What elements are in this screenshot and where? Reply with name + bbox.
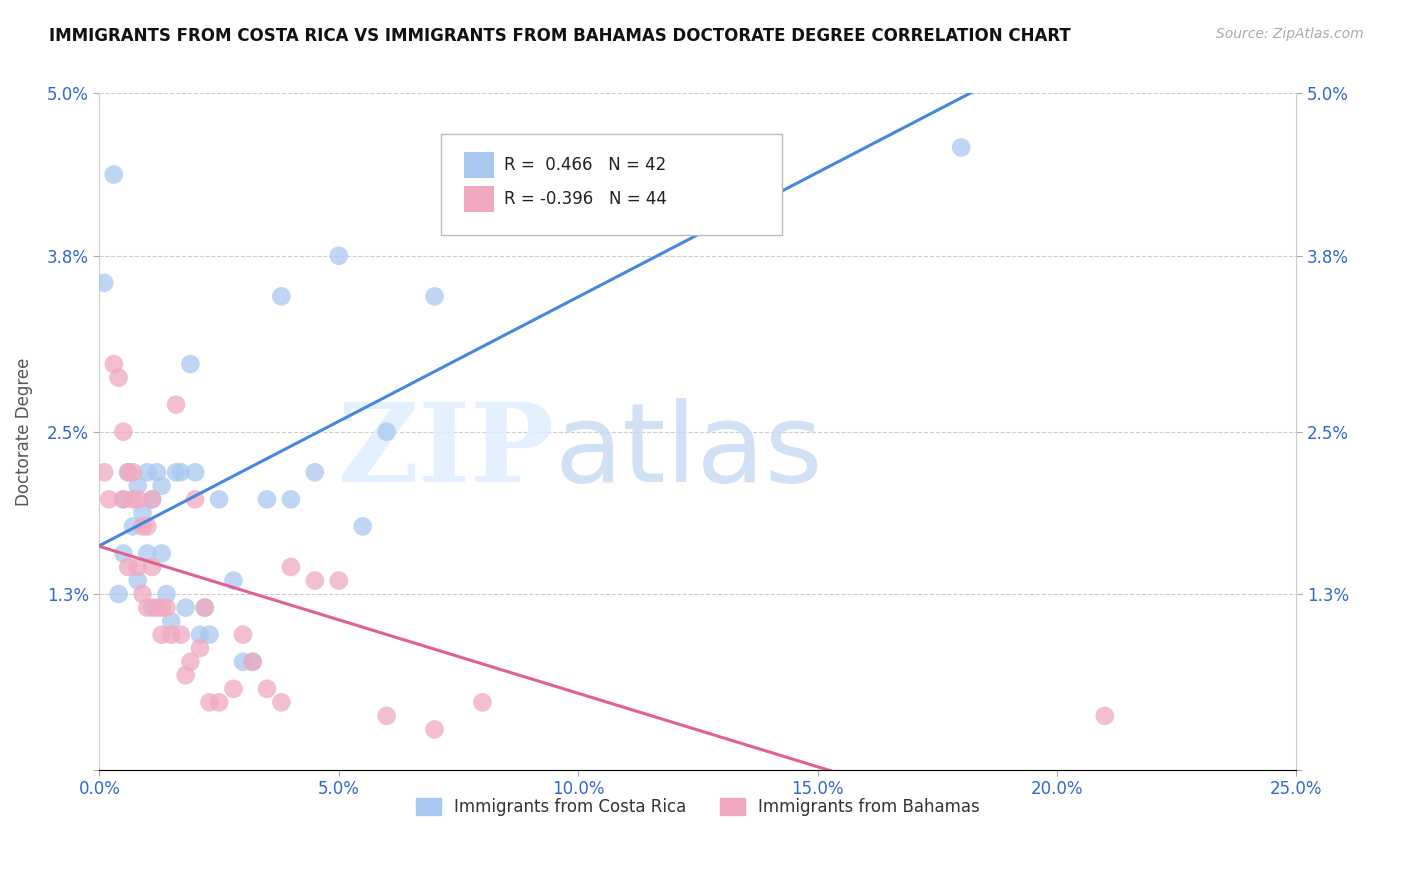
- Text: ZIP: ZIP: [337, 399, 554, 506]
- Point: [150, 628, 173, 642]
- Point: [146, 600, 169, 615]
- Point: [136, 519, 159, 533]
- Point: [194, 600, 217, 615]
- Point: [222, 681, 245, 696]
- Point: [179, 357, 201, 371]
- Point: [304, 574, 326, 588]
- Point: [232, 628, 254, 642]
- Point: [188, 641, 211, 656]
- Point: [184, 465, 207, 479]
- Point: [131, 519, 153, 533]
- Point: [146, 465, 169, 479]
- Point: [198, 628, 221, 642]
- Point: [136, 600, 159, 615]
- Point: [93, 276, 115, 290]
- Point: [127, 574, 149, 588]
- Legend: Immigrants from Costa Rica, Immigrants from Bahamas: Immigrants from Costa Rica, Immigrants f…: [409, 791, 987, 822]
- Point: [127, 560, 149, 574]
- Point: [270, 289, 292, 303]
- Point: [155, 600, 177, 615]
- Point: [136, 546, 159, 560]
- Point: [103, 357, 125, 371]
- Point: [471, 695, 494, 709]
- Point: [141, 492, 163, 507]
- Point: [184, 492, 207, 507]
- Point: [375, 709, 398, 723]
- Y-axis label: Doctorate Degree: Doctorate Degree: [15, 358, 32, 506]
- Point: [165, 398, 187, 412]
- Point: [117, 560, 139, 574]
- Point: [328, 574, 350, 588]
- Point: [150, 600, 173, 615]
- Point: [112, 492, 135, 507]
- Point: [141, 492, 163, 507]
- Text: IMMIGRANTS FROM COSTA RICA VS IMMIGRANTS FROM BAHAMAS DOCTORATE DEGREE CORRELATI: IMMIGRANTS FROM COSTA RICA VS IMMIGRANTS…: [49, 27, 1071, 45]
- Point: [160, 614, 183, 628]
- Point: [352, 519, 374, 533]
- Point: [112, 546, 135, 560]
- FancyBboxPatch shape: [440, 134, 782, 235]
- Point: [107, 370, 129, 384]
- Point: [304, 465, 326, 479]
- Point: [170, 628, 193, 642]
- Point: [107, 587, 129, 601]
- Point: [280, 560, 302, 574]
- Point: [122, 492, 145, 507]
- Point: [174, 668, 197, 682]
- Point: [423, 723, 446, 737]
- Point: [112, 425, 135, 439]
- Point: [256, 681, 278, 696]
- Point: [103, 168, 125, 182]
- Point: [150, 479, 173, 493]
- Point: [174, 600, 197, 615]
- Point: [471, 168, 494, 182]
- Text: atlas: atlas: [554, 399, 823, 506]
- Point: [208, 492, 231, 507]
- Text: R = -0.396   N = 44: R = -0.396 N = 44: [503, 190, 666, 208]
- Point: [136, 465, 159, 479]
- Point: [194, 600, 217, 615]
- Point: [170, 465, 193, 479]
- Point: [232, 655, 254, 669]
- Point: [208, 695, 231, 709]
- Point: [160, 628, 183, 642]
- Point: [242, 655, 264, 669]
- Point: [155, 587, 177, 601]
- Point: [423, 289, 446, 303]
- Point: [280, 492, 302, 507]
- FancyBboxPatch shape: [464, 186, 495, 211]
- Point: [112, 492, 135, 507]
- Point: [93, 465, 115, 479]
- Point: [256, 492, 278, 507]
- Point: [131, 587, 153, 601]
- Point: [222, 574, 245, 588]
- Point: [242, 655, 264, 669]
- Point: [122, 465, 145, 479]
- Point: [519, 168, 541, 182]
- Point: [127, 492, 149, 507]
- FancyBboxPatch shape: [464, 153, 495, 178]
- Point: [117, 465, 139, 479]
- Point: [198, 695, 221, 709]
- Point: [98, 492, 121, 507]
- Point: [950, 140, 973, 154]
- Point: [141, 560, 163, 574]
- Point: [270, 695, 292, 709]
- Point: [131, 506, 153, 520]
- Point: [375, 425, 398, 439]
- Point: [117, 465, 139, 479]
- Point: [127, 479, 149, 493]
- Text: Source: ZipAtlas.com: Source: ZipAtlas.com: [1216, 27, 1364, 41]
- Point: [1094, 709, 1116, 723]
- Point: [122, 519, 145, 533]
- Point: [179, 655, 201, 669]
- Point: [150, 546, 173, 560]
- Point: [328, 249, 350, 263]
- Point: [141, 600, 163, 615]
- Point: [165, 465, 187, 479]
- Text: R =  0.466   N = 42: R = 0.466 N = 42: [503, 156, 666, 174]
- Point: [188, 628, 211, 642]
